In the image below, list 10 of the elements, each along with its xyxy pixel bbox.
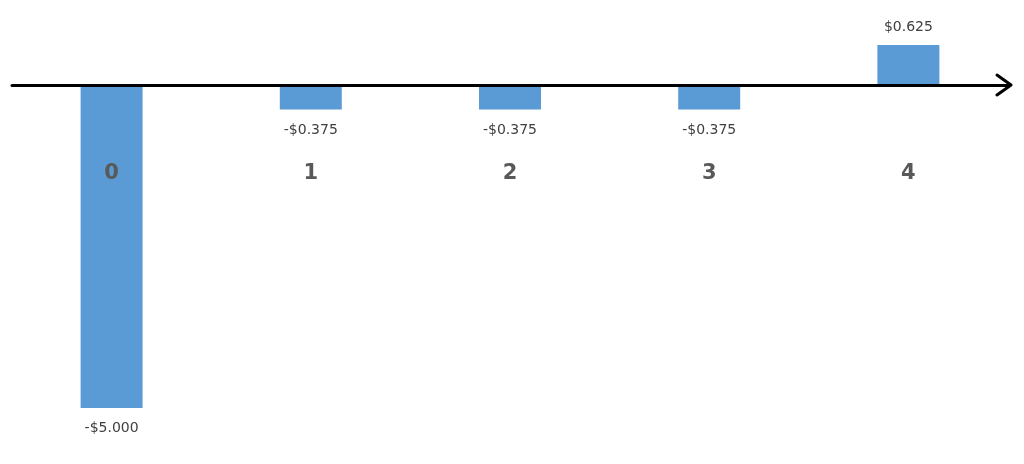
data-label: -$0.375 — [482, 120, 538, 137]
x-tick-label: 0 — [104, 159, 119, 184]
x-tick-label: 3 — [701, 159, 717, 184]
data-label: $0.625 — [883, 18, 933, 34]
data-label: -$0.375 — [682, 120, 737, 137]
data-label: -$0.375 — [283, 120, 338, 137]
x-tick-label: 1 — [303, 159, 319, 184]
x-tick-label: 2 — [502, 159, 518, 184]
data-label: -$5.000 — [84, 419, 139, 435]
x-tick-label: 4 — [901, 159, 916, 184]
